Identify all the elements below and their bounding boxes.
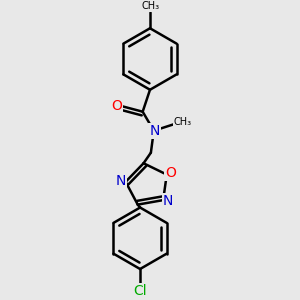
Text: Cl: Cl	[133, 284, 147, 298]
Text: N: N	[163, 194, 173, 208]
Text: O: O	[111, 98, 122, 112]
Text: N: N	[116, 174, 126, 188]
Text: CH₃: CH₃	[142, 1, 160, 11]
Text: CH₃: CH₃	[173, 117, 192, 127]
Text: O: O	[165, 166, 176, 180]
Text: N: N	[149, 124, 160, 138]
